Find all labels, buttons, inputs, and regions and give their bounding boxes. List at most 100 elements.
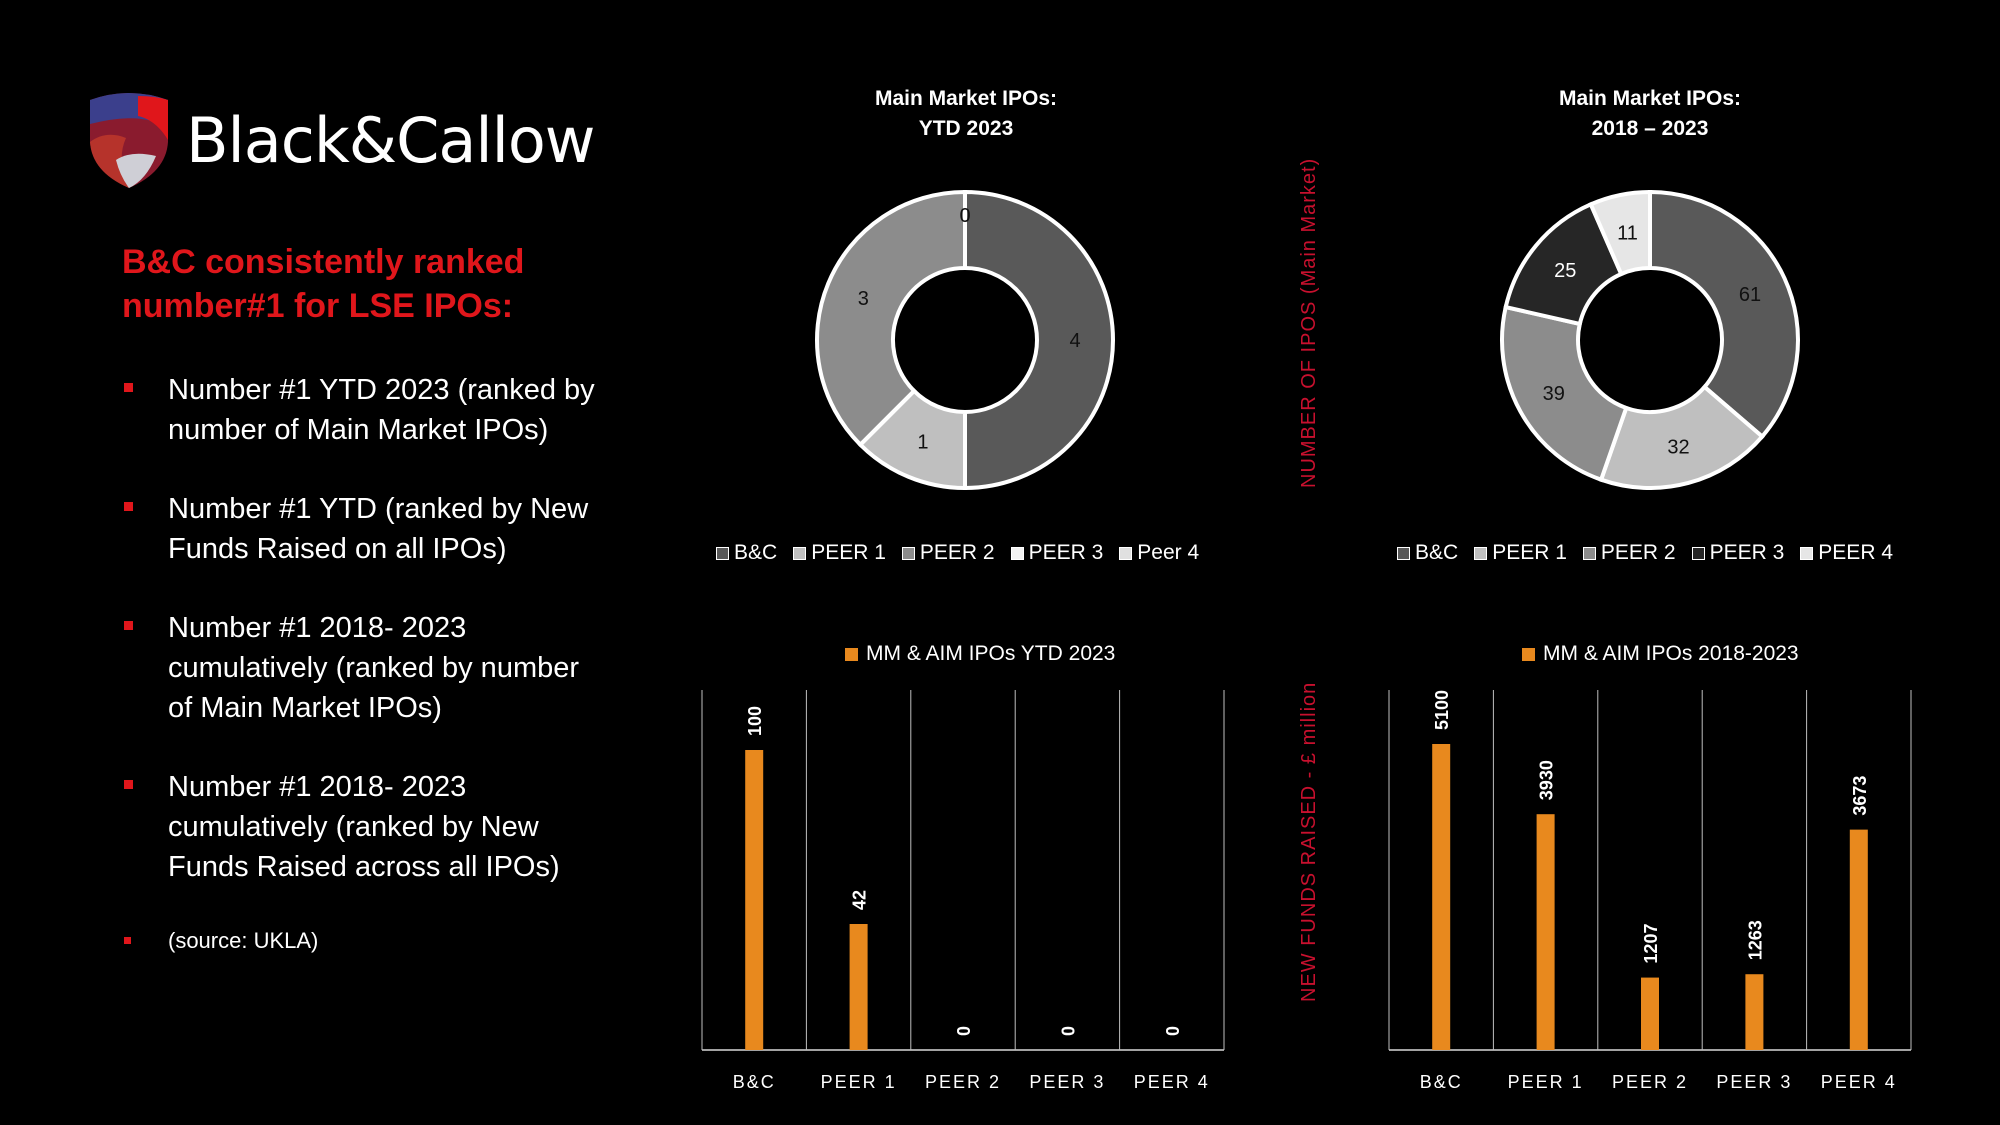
donut-cumulative-title-line2: 2018 – 2023	[1591, 117, 1709, 140]
legend-swatch	[716, 546, 729, 560]
legend-swatch	[1010, 546, 1024, 560]
bar-peer-1	[849, 924, 868, 1050]
legend-label: PEER 3	[1709, 541, 1785, 564]
legend-swatch	[1691, 546, 1705, 560]
donut-cumulative-title: Main Market IPOs: 2018 – 2023	[1450, 84, 1850, 144]
x-tick-label: PEER 3	[1716, 1072, 1792, 1092]
donut-cumulative-title-line1: Main Market IPOs:	[1558, 87, 1742, 110]
legend-item: PEER 3	[1010, 541, 1104, 565]
bar-data-label: 100	[745, 706, 765, 736]
donut-ytd-title-line2: YTD 2023	[918, 117, 1014, 140]
donut-chart-ytd: 4 1 3 0	[815, 189, 1115, 491]
donut-data-label: 1	[917, 432, 928, 454]
legend-label: PEER 1	[811, 541, 886, 564]
bar-peer-3	[1745, 974, 1764, 1050]
donut-data-label: 3	[858, 288, 869, 310]
bar-data-label: 0	[954, 1026, 974, 1036]
bar-b-c	[745, 750, 764, 1050]
bar-ytd-legend: MM & AIM IPOs YTD 2023	[845, 642, 1115, 666]
x-tick-label: PEER 1	[1508, 1072, 1584, 1092]
bar-axis-label: NEW FUNDS RAISED - £ million	[1298, 681, 1320, 1002]
legend-item: PEER 2	[901, 541, 995, 565]
bar-chart-cumulative: 5100 B&C 3930 PEER 1 1207 PEER 2 1263 PEER 3 367…	[1388, 690, 1912, 1092]
bullet-item: Number #1 YTD (ranked by New Funds Raise…	[120, 489, 600, 569]
bar-b-c	[1432, 744, 1451, 1050]
donut-axis-label: NUMBER OF IPOS (Main Market)	[1298, 157, 1320, 488]
x-tick-label: B&C	[733, 1072, 776, 1092]
donut-slice-peer-4	[1588, 189, 1652, 277]
bar-peer-2	[1641, 977, 1659, 1050]
donut-ytd-title: Main Market IPOs: YTD 2023	[766, 84, 1166, 144]
bar-cumulative-legend-label: MM & AIM IPOs 2018-2023	[1543, 642, 1799, 665]
donut-data-label: 32	[1667, 436, 1689, 458]
headline: B&C consistently ranked number#1 for LSE…	[122, 243, 525, 325]
donut-chart-cumulative: 61 32 39 25 11	[1500, 189, 1800, 490]
legend-swatch	[1397, 546, 1410, 560]
bar-data-label: 3930	[1537, 760, 1557, 800]
legend-swatch	[1582, 546, 1596, 560]
bar-data-label: 5100	[1432, 690, 1452, 730]
x-tick-label: PEER 4	[1134, 1072, 1210, 1092]
bar-data-label: 1207	[1641, 924, 1661, 964]
donut-slice-peer-2	[1500, 304, 1629, 483]
company-logo: Black&Callow	[86, 90, 595, 195]
legend-item: B&C	[716, 541, 777, 565]
legend-label: PEER 1	[1492, 541, 1567, 564]
legend-swatch	[1119, 546, 1133, 560]
bar-cumulative-legend-swatch	[1522, 647, 1535, 661]
legend-label: PEER 3	[1028, 541, 1104, 564]
donut-ytd-title-line1: Main Market IPOs:	[874, 87, 1058, 110]
x-tick-label: PEER 4	[1821, 1072, 1897, 1092]
donut-data-label: 39	[1543, 383, 1565, 405]
donut-data-label: 61	[1739, 284, 1761, 306]
legend-label: PEER 2	[919, 541, 995, 564]
x-tick-label: PEER 2	[925, 1072, 1001, 1092]
bullet-list: Number #1 YTD 2023 (ranked by number of …	[120, 370, 600, 995]
bar-data-label: 0	[1163, 1026, 1183, 1036]
legend-item: B&C	[1397, 541, 1458, 565]
bar-data-label: 3673	[1850, 776, 1870, 816]
x-tick-label: PEER 3	[1029, 1072, 1105, 1092]
legend-label: PEER 2	[1600, 541, 1676, 564]
bullet-item: Number #1 2018- 2023 cumulatively (ranke…	[120, 767, 600, 887]
donut-slice-b-c	[1648, 189, 1800, 440]
legend-item: PEER 4	[1800, 541, 1893, 565]
bar-data-label: 42	[850, 890, 870, 910]
bar-peer-1	[1536, 814, 1555, 1050]
donut-ytd-legend: B&C PEER 1 PEER 2 PEER 3 Peer 4	[716, 541, 1199, 565]
legend-swatch	[1474, 546, 1488, 560]
donut-slice-b-c	[963, 189, 1115, 491]
legend-item: Peer 4	[1119, 541, 1199, 565]
bar-cumulative-legend: MM & AIM IPOs 2018-2023	[1522, 642, 1799, 666]
legend-label: PEER 4	[1818, 541, 1893, 564]
bar-data-label: 1263	[1745, 920, 1765, 960]
bullet-item: Number #1 2018- 2023 cumulatively (ranke…	[120, 608, 600, 728]
donut-slice-peer-1	[1598, 384, 1766, 490]
legend-label: B&C	[734, 541, 778, 564]
legend-label: B&C	[1415, 541, 1459, 564]
bar-chart-ytd: 100 B&C 42 PEER 1 0 PEER 2 0 PEER 3 0 PEER 4	[701, 690, 1225, 1092]
legend-label: Peer 4	[1137, 541, 1200, 564]
bar-ytd-legend-label: MM & AIM IPOs YTD 2023	[866, 642, 1116, 665]
legend-item: PEER 1	[793, 541, 886, 565]
legend-item: PEER 2	[1582, 541, 1676, 565]
bar-ytd-legend-swatch	[845, 647, 858, 661]
donut-data-label: 0	[959, 205, 970, 227]
bar-data-label: 0	[1058, 1026, 1078, 1036]
x-tick-label: PEER 2	[1612, 1072, 1688, 1092]
donut-data-label: 11	[1617, 222, 1638, 244]
donut-cumulative-legend: B&C PEER 1 PEER 2 PEER 3 PEER 4	[1397, 541, 1893, 565]
donut-slice-peer-2	[815, 189, 967, 448]
bullet-item: Number #1 YTD 2023 (ranked by number of …	[120, 370, 600, 450]
shield-logo-icon	[90, 93, 168, 188]
legend-swatch	[1800, 546, 1814, 560]
donut-data-label: 25	[1554, 260, 1576, 282]
bar-peer-4	[1849, 829, 1868, 1050]
legend-item: PEER 3	[1691, 541, 1785, 565]
x-tick-label: PEER 1	[821, 1072, 897, 1092]
logo-text: Black&Callow	[186, 104, 595, 177]
x-tick-label: B&C	[1420, 1072, 1463, 1092]
legend-item: PEER 1	[1474, 541, 1567, 565]
legend-swatch	[793, 546, 807, 560]
source-note: (source: UKLA)	[120, 926, 600, 956]
